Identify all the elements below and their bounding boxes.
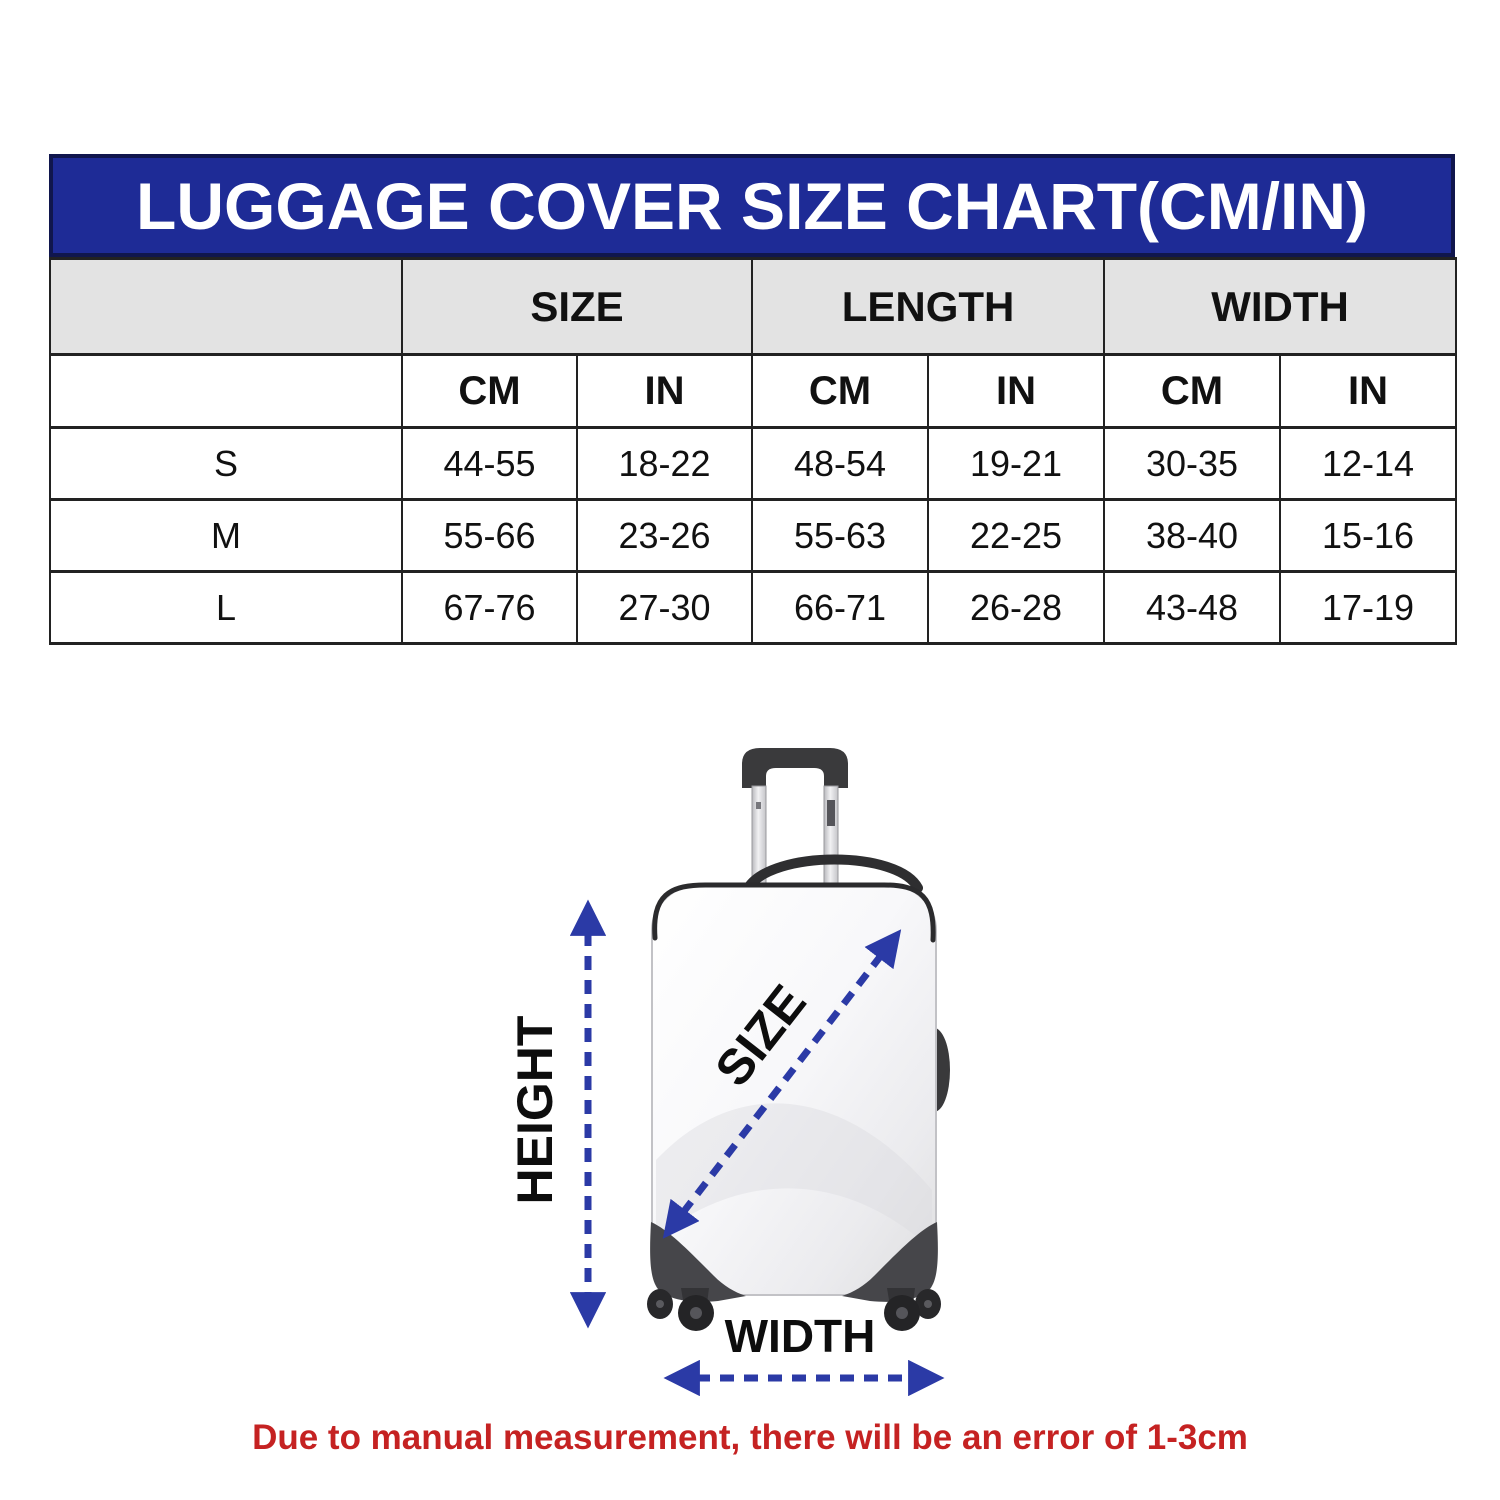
carry-handle [743,854,923,893]
table-cell: 18-22 [575,426,754,501]
table-cell: 12-14 [1279,426,1458,501]
row-label: M [49,498,403,573]
width-label: WIDTH [725,1310,876,1362]
table-cell: 22-25 [927,498,1106,573]
page-title: LUGGAGE COVER SIZE CHART(CM/IN) [136,168,1368,243]
corner-empty-cell [49,257,403,356]
table-cell: 43-48 [1103,570,1282,645]
table-row-size-s: S 44-55 18-22 48-54 19-21 30-35 12-14 [49,426,1458,501]
unit-header: CM [401,353,578,429]
row-label: S [49,426,403,501]
column-header-length: LENGTH [751,257,1106,356]
table-cell: 55-66 [401,498,578,573]
table-row-size-m: M 55-66 23-26 55-63 22-25 38-40 15-16 [49,498,1458,573]
unit-header: CM [751,353,930,429]
unit-header: IN [927,353,1106,429]
table-row-size-l: L 67-76 27-30 66-71 26-28 43-48 17-19 [49,570,1458,645]
column-header-size: SIZE [400,257,754,356]
unit-header: CM [1103,353,1282,429]
corner-empty-cell [49,353,403,429]
measurement-note: Due to manual measurement, there will be… [252,1418,1248,1457]
corner-guard-left [650,1222,746,1302]
table-cell: 67-76 [401,570,578,645]
suitcase-body [651,882,937,1296]
table-cell: 15-16 [1279,498,1458,573]
unit-header: IN [1279,353,1458,429]
table-cell: 48-54 [751,426,930,501]
row-label: L [49,570,403,645]
wheels [647,1288,941,1331]
cover-top-trim [652,882,936,943]
trolley-handle [742,748,848,889]
table-cell: 30-35 [1103,426,1282,501]
table-cell: 66-71 [751,570,930,645]
table-cell: 17-19 [1279,570,1458,645]
table-cell: 27-30 [575,570,754,645]
column-header-width: WIDTH [1103,257,1458,356]
table-cell: 55-63 [751,498,930,573]
height-label: HEIGHT [507,1016,563,1205]
size-chart-table: SIZE LENGTH WIDTH CM IN CM IN CM IN S 44… [49,257,1458,645]
table-cell: 26-28 [927,570,1106,645]
table-cell: 38-40 [1103,498,1282,573]
size-chart-banner: LUGGAGE COVER SIZE CHART(CM/IN) [49,154,1455,257]
table-row-group-headers: SIZE LENGTH WIDTH [49,257,1458,356]
table-cell: 44-55 [401,426,578,501]
table-cell: 23-26 [575,498,754,573]
unit-header: IN [575,353,754,429]
table-row-unit-headers: CM IN CM IN CM IN [49,353,1458,429]
table-cell: 19-21 [927,426,1106,501]
corner-guard-right [842,1222,938,1302]
